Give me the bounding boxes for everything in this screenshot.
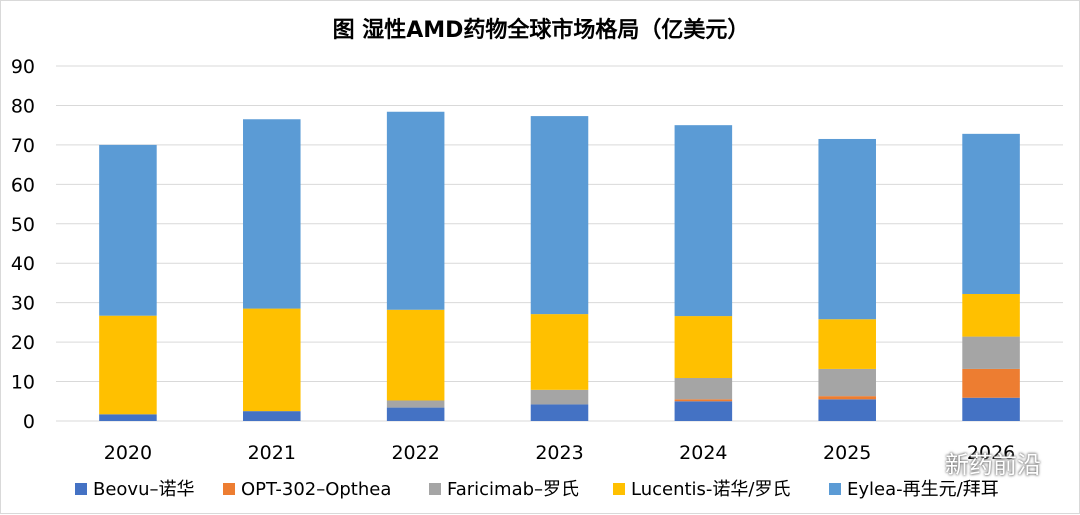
y-axis-ticks: 0 10 20 30 40 50 60 70 80 90 bbox=[11, 56, 35, 433]
x-tick-label: 2025 bbox=[823, 442, 871, 464]
bar-segment bbox=[674, 401, 733, 421]
y-tick-label: 90 bbox=[11, 56, 35, 78]
bar-segment bbox=[674, 316, 733, 379]
y-tick-label: 70 bbox=[11, 135, 35, 157]
bar-segment bbox=[962, 397, 1020, 421]
x-tick-label: 2021 bbox=[248, 442, 296, 464]
legend-swatch bbox=[829, 483, 841, 495]
bar-segment bbox=[818, 319, 876, 369]
wechat-icon bbox=[909, 451, 939, 475]
legend-swatch bbox=[75, 483, 87, 495]
bar-segment bbox=[386, 407, 445, 421]
legend-label: Faricimab–罗氏 bbox=[447, 479, 579, 500]
bar-segment bbox=[674, 399, 733, 402]
legend-swatch bbox=[223, 483, 235, 495]
bar-segment bbox=[818, 396, 876, 400]
bar-segment bbox=[530, 404, 589, 421]
bar-segment bbox=[674, 125, 733, 317]
bar-segment bbox=[99, 315, 157, 415]
x-tick-label: 2022 bbox=[391, 442, 439, 464]
legend-label: Beovu–诺华 bbox=[93, 479, 195, 500]
bar-segment bbox=[530, 389, 589, 405]
watermark: 新药前沿 bbox=[909, 445, 1041, 480]
bar-segment bbox=[818, 399, 876, 421]
legend-swatch bbox=[613, 483, 625, 495]
y-tick-label: 80 bbox=[11, 95, 35, 117]
y-tick-label: 50 bbox=[11, 214, 35, 236]
bar-segment bbox=[818, 138, 876, 320]
watermark-text: 新药前沿 bbox=[945, 451, 1041, 479]
bar-segment bbox=[674, 378, 733, 400]
bar-segment bbox=[386, 111, 445, 310]
y-tick-label: 0 bbox=[23, 411, 35, 433]
bar-segment bbox=[962, 133, 1020, 294]
legend-label: Eylea-再生元/拜耳 bbox=[847, 479, 999, 500]
x-tick-label: 2026 bbox=[967, 442, 1015, 464]
legend-label: OPT-302–Opthea bbox=[241, 479, 391, 500]
bar-segment bbox=[243, 308, 301, 412]
legend-swatch bbox=[429, 483, 441, 495]
x-tick-label: 2024 bbox=[679, 442, 727, 464]
legend-label: Lucentis-诺华/罗氏 bbox=[631, 479, 791, 500]
bar-segment bbox=[962, 368, 1020, 398]
bar-segment bbox=[962, 293, 1020, 337]
bar-segment bbox=[99, 414, 157, 421]
bar-segment bbox=[530, 116, 589, 315]
bar-segment bbox=[99, 144, 157, 316]
y-tick-label: 40 bbox=[11, 253, 35, 275]
bar-segment bbox=[386, 400, 445, 408]
y-tick-label: 60 bbox=[11, 174, 35, 196]
y-tick-label: 30 bbox=[11, 293, 35, 315]
legend: Beovu–诺华 OPT-302–Opthea Faricimab–罗氏 Lucent… bbox=[75, 479, 999, 500]
bars bbox=[99, 111, 1020, 421]
y-tick-label: 10 bbox=[11, 372, 35, 394]
x-tick-label: 2020 bbox=[104, 442, 152, 464]
bar-segment bbox=[962, 336, 1020, 369]
bar-segment bbox=[243, 411, 301, 421]
x-axis-ticks: 2020 2021 2022 2023 2024 2025 2026 bbox=[104, 442, 1016, 464]
bar-segment bbox=[530, 314, 589, 390]
chart-title: 图 湿性AMD药物全球市场格局（亿美元） bbox=[333, 17, 750, 43]
x-tick-label: 2023 bbox=[535, 442, 583, 464]
y-tick-label: 20 bbox=[11, 332, 35, 354]
bar-segment bbox=[243, 119, 301, 309]
bar-segment bbox=[818, 368, 876, 397]
bar-segment bbox=[386, 309, 445, 401]
